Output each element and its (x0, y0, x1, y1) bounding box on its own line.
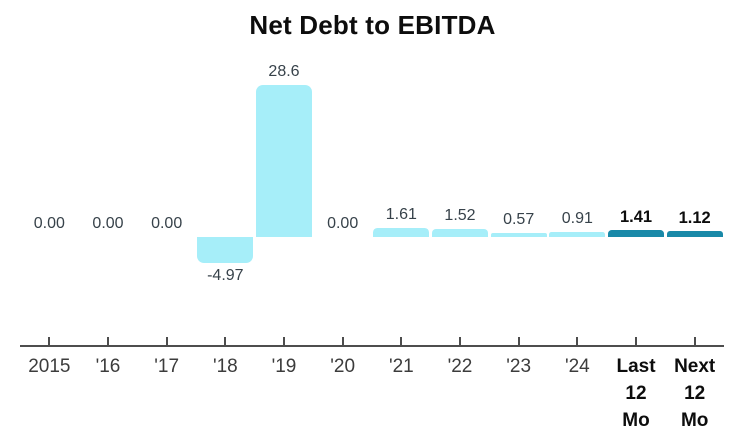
value-label--18: -4.97 (207, 267, 244, 285)
x-axis-label--24: '24 (564, 356, 590, 377)
x-axis-label--17: '17 (154, 356, 180, 377)
x-axis-label--18: '18 (212, 356, 238, 377)
value-label--16: 0.00 (92, 215, 124, 232)
x-axis-label--21: '21 (388, 356, 414, 377)
value-label--17: 0.00 (151, 215, 183, 232)
x-axis-label--20: '20 (330, 356, 356, 377)
axis-tick (341, 337, 344, 345)
axis-tick (635, 337, 637, 345)
x-axis-label--16: '16 (95, 356, 121, 377)
value-label--22: 1.52 (444, 206, 476, 224)
axis-tick (400, 337, 403, 345)
axis-tick (517, 337, 520, 345)
axis-tick (693, 337, 696, 345)
chart-title: Net Debt to EBITDA (249, 10, 496, 40)
axis-tick (224, 337, 227, 345)
x-axis-label-2015: 2015 (28, 356, 71, 377)
value-label-next-12-mo: 1.12 (678, 209, 711, 228)
x-axis-label--22: '22 (447, 356, 473, 377)
value-label-2015: 0.00 (33, 215, 65, 232)
x-axis-label--19: '19 (271, 356, 297, 377)
axis-tick (107, 337, 109, 345)
x-axis-label-last-12-mo: Last 12 Mo (616, 356, 656, 431)
axis-tick (576, 337, 579, 345)
bar-next-12-mo[interactable] (666, 231, 723, 237)
bar--18[interactable] (197, 237, 254, 264)
bar--21[interactable] (373, 228, 430, 237)
bar--19[interactable] (256, 84, 312, 237)
x-axis-label--23: '23 (506, 356, 532, 377)
bar--23[interactable] (490, 233, 547, 237)
value-label--23: 0.57 (503, 211, 535, 228)
x-axis-label-next-12-mo: Next 12 Mo (674, 356, 716, 431)
value-label--20: 0.00 (327, 215, 359, 232)
bar--22[interactable] (432, 228, 488, 237)
value-label-last-12-mo: 1.41 (619, 207, 653, 226)
axis-tick (48, 337, 51, 345)
axis-tick (165, 337, 168, 345)
bar--24[interactable] (549, 232, 606, 237)
value-label--21: 1.61 (385, 206, 417, 224)
axis-tick (283, 337, 285, 345)
x-axis-line (20, 345, 724, 347)
value-label--24: 0.91 (561, 210, 593, 228)
bar-last-12-mo[interactable] (608, 229, 664, 237)
axis-tick (459, 337, 461, 345)
value-label--19: 28.6 (268, 62, 300, 80)
